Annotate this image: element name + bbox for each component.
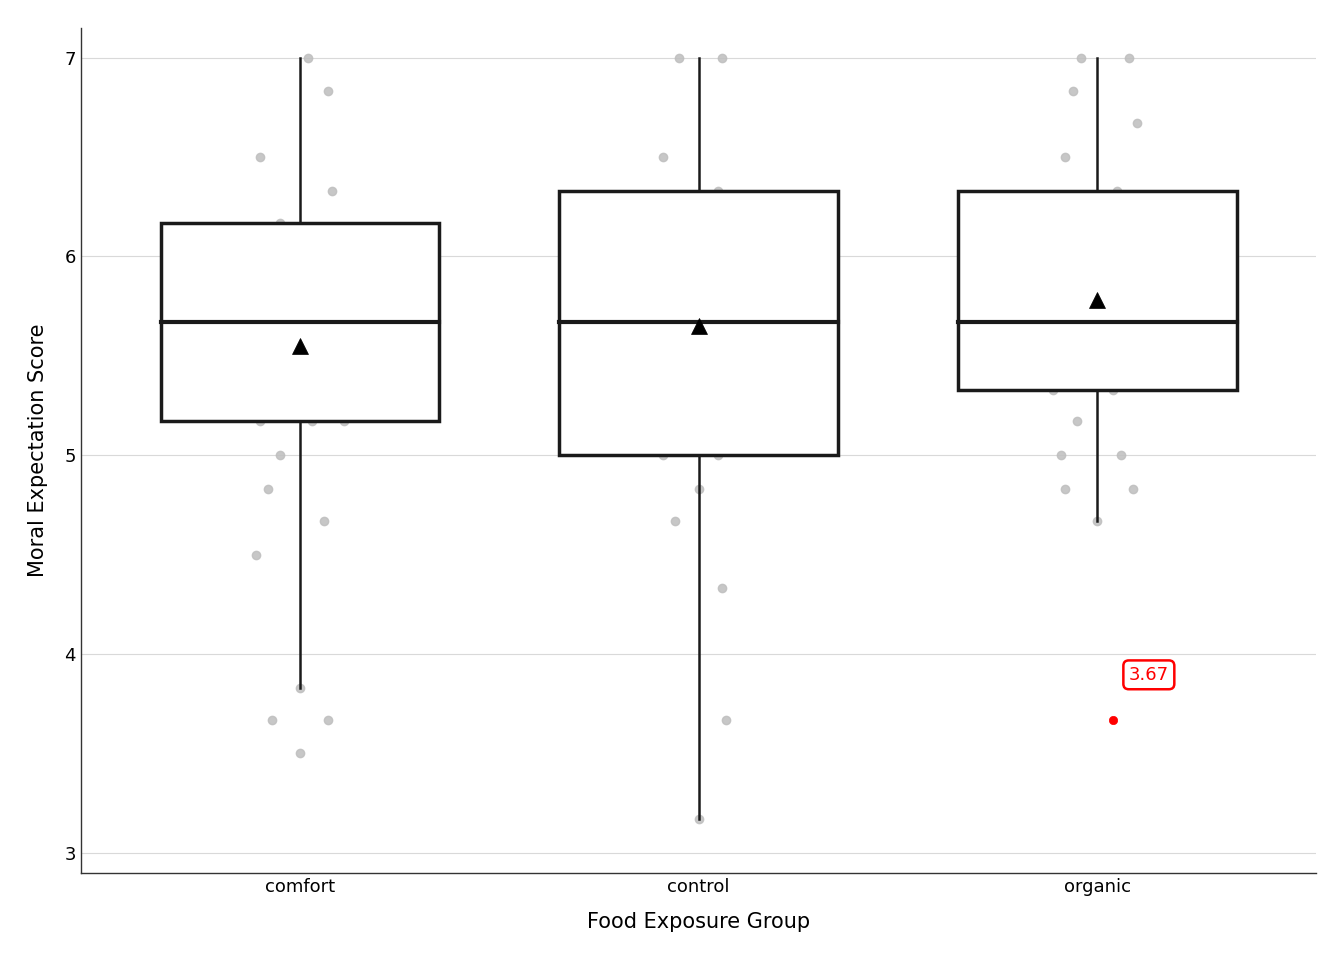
Bar [559, 191, 839, 455]
X-axis label: Food Exposure Group: Food Exposure Group [587, 912, 810, 932]
Y-axis label: Moral Expectation Score: Moral Expectation Score [28, 324, 48, 577]
Text: 3.67: 3.67 [1129, 666, 1169, 684]
Bar [160, 223, 439, 421]
Bar [957, 191, 1236, 390]
